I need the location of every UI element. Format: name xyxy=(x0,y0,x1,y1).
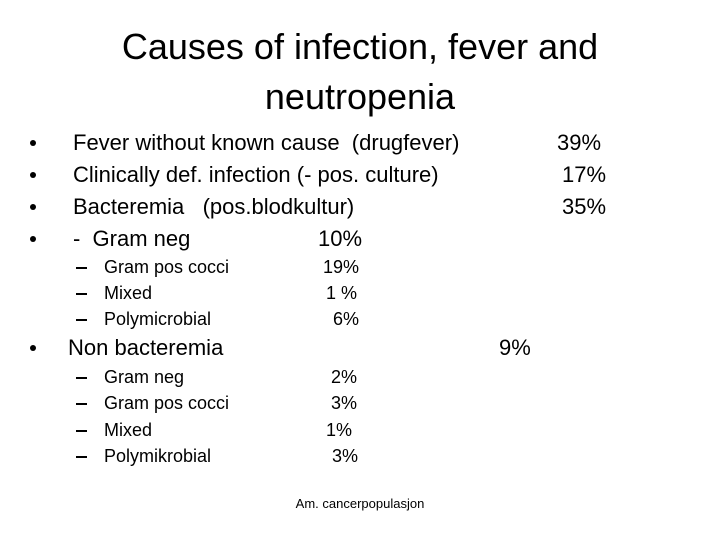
sub-label: Mixed xyxy=(104,283,153,303)
sub-label: Gram pos cocci xyxy=(104,257,230,277)
sub-dash xyxy=(76,377,87,379)
sub-value: 3% xyxy=(332,446,359,466)
sub-label: Polymicrobial xyxy=(104,309,212,329)
bullet-value: 9% xyxy=(499,335,531,360)
bullet-label: - Gram neg xyxy=(73,226,191,251)
sub-dash xyxy=(76,403,87,405)
sub-label: Gram neg xyxy=(104,367,185,387)
sub-dash xyxy=(76,430,87,432)
bullet-label: Bacteremia (pos.blodkultur) xyxy=(73,194,355,219)
sub-dash xyxy=(76,319,87,321)
sub-value: 1% xyxy=(326,420,353,440)
bullet-dot xyxy=(30,204,36,210)
sub-value: 3% xyxy=(331,393,358,413)
slide-title: Causes of infection, fever and neutropen… xyxy=(121,26,599,117)
sub-value: 2% xyxy=(331,367,358,387)
bullet-dot xyxy=(30,236,36,242)
bullet-dot xyxy=(30,172,36,178)
bullet-label: Non bacteremia xyxy=(68,335,224,360)
bullet-label: Fever without known cause (drugfever) xyxy=(73,130,460,155)
bullet-value: 35% xyxy=(562,194,607,219)
sub-label: Mixed xyxy=(104,420,153,440)
sub-value: 19% xyxy=(323,257,360,277)
sub-dash xyxy=(76,456,87,458)
bullet-value: 39% xyxy=(557,130,602,155)
sub-label: Gram pos cocci xyxy=(104,393,230,413)
sub-dash xyxy=(76,267,87,269)
bullet-value: 17% xyxy=(562,162,607,187)
sub-value: 1 % xyxy=(326,283,358,303)
sub-value: 6% xyxy=(333,309,360,329)
footer-note: Am. cancerpopulasjon xyxy=(295,496,425,511)
bullet-label: Clinically def. infection (- pos. cultur… xyxy=(73,162,439,187)
bullet-value: 10% xyxy=(318,226,363,251)
bullet-dot xyxy=(30,140,36,146)
sub-label: Polymikrobial xyxy=(104,446,212,466)
sub-dash xyxy=(76,293,87,295)
bullet-dot xyxy=(30,345,36,351)
